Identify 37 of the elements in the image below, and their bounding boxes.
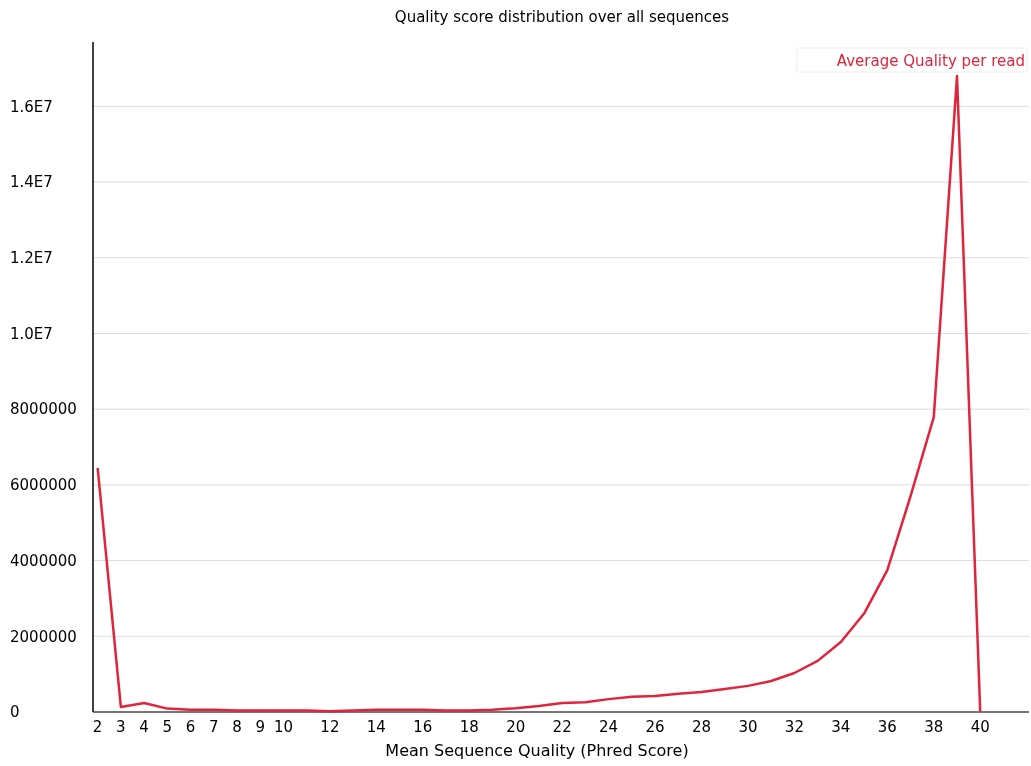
x-tick-label: 30	[738, 718, 758, 736]
x-tick-label: 9	[255, 718, 265, 736]
x-tick-label: 12	[320, 718, 340, 736]
x-tick-label: 22	[552, 718, 572, 736]
x-tick-label: 3	[116, 718, 126, 736]
x-tick-label: 2	[92, 718, 103, 736]
x-tick-label: 14	[366, 718, 386, 736]
y-tick-label: 1.0E7	[10, 324, 53, 343]
y-tick-label: 8000000	[10, 400, 77, 419]
x-tick-label: 7	[209, 718, 219, 736]
x-tick-label: 16	[413, 718, 433, 736]
x-tick-label: 36	[877, 718, 897, 736]
y-tick-label: 2000000	[10, 627, 77, 646]
x-tick-label: 26	[645, 718, 665, 736]
x-tick-label: 6	[185, 718, 196, 736]
x-tick-label: 34	[831, 718, 851, 736]
x-axis-title: Mean Sequence Quality (Phred Score)	[385, 741, 689, 760]
x-tick-label: 5	[162, 718, 173, 736]
text: Average Quality per read	[836, 52, 1025, 70]
y-tick-label: 1.6E7	[10, 97, 53, 116]
x-tick-label: 28	[691, 718, 712, 736]
x-tick-label: 18	[459, 718, 479, 736]
y-tick-label: 1.4E7	[10, 173, 53, 192]
x-tick-label: 10	[273, 718, 293, 736]
x-tick-label: 20	[506, 718, 526, 736]
y-tick-label: 6000000	[10, 476, 77, 495]
y-tick-label: 0	[10, 703, 20, 722]
x-tick-label: 32	[784, 718, 804, 736]
x-tick-label: 40	[970, 718, 990, 736]
line-series	[96, 74, 982, 714]
x-tick-label: 8	[232, 718, 242, 736]
chart-title: Quality score distribution over all sequences	[394, 8, 730, 26]
y-tick-label: 4000000	[10, 551, 77, 570]
x-tick-label: 4	[139, 718, 149, 736]
y-tick-label: 1.2E7	[10, 249, 53, 268]
x-tick-label: 38	[924, 718, 944, 736]
x-tick-label: 24	[599, 718, 619, 736]
